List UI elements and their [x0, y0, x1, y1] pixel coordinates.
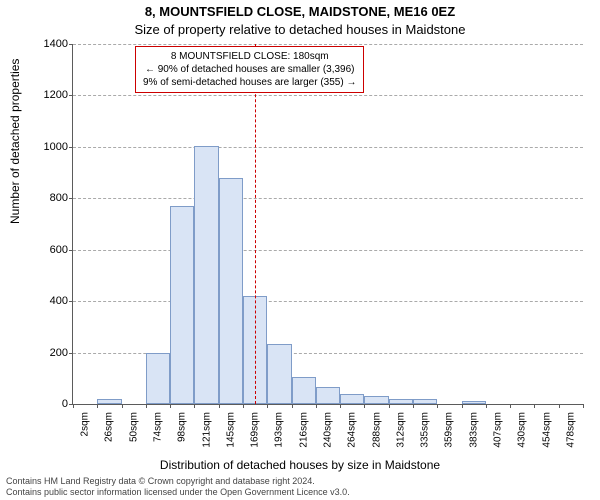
ytick-label: 200	[18, 347, 68, 359]
xtick-mark	[534, 404, 535, 408]
ytick-mark	[69, 198, 73, 199]
histogram-bar	[146, 353, 170, 404]
ytick-label: 400	[18, 295, 68, 307]
xtick-label: 98sqm	[177, 408, 188, 442]
xtick-label: 240sqm	[323, 408, 334, 448]
ytick-mark	[69, 147, 73, 148]
histogram-bar	[316, 387, 340, 404]
xtick-mark	[146, 404, 147, 408]
xtick-label: 121sqm	[201, 408, 212, 448]
xtick-label: 74sqm	[153, 408, 164, 442]
xtick-mark	[389, 404, 390, 408]
xtick-mark	[122, 404, 123, 408]
gridline	[73, 147, 583, 148]
ytick-label: 1000	[18, 141, 68, 153]
xtick-mark	[583, 404, 584, 408]
xtick-mark	[194, 404, 195, 408]
xtick-label: 359sqm	[444, 408, 455, 448]
xtick-mark	[243, 404, 244, 408]
histogram-bar	[292, 377, 316, 404]
histogram-bar	[219, 178, 243, 404]
xtick-label: 169sqm	[250, 408, 261, 448]
chart-subtitle: Size of property relative to detached ho…	[0, 22, 600, 37]
ytick-label: 800	[18, 192, 68, 204]
footer: Contains HM Land Registry data © Crown c…	[6, 476, 594, 498]
histogram-bar	[267, 344, 291, 404]
xtick-mark	[364, 404, 365, 408]
xtick-mark	[316, 404, 317, 408]
histogram-bar	[97, 399, 121, 404]
xtick-mark	[73, 404, 74, 408]
xtick-label: 193sqm	[274, 408, 285, 448]
xtick-mark	[267, 404, 268, 408]
x-axis-label: Distribution of detached houses by size …	[0, 458, 600, 472]
ytick-mark	[69, 301, 73, 302]
xtick-mark	[97, 404, 98, 408]
xtick-mark	[437, 404, 438, 408]
ytick-mark	[69, 250, 73, 251]
xtick-label: 264sqm	[347, 408, 358, 448]
ytick-mark	[69, 95, 73, 96]
xtick-mark	[559, 404, 560, 408]
histogram-bar	[462, 401, 486, 404]
xtick-label: 407sqm	[493, 408, 504, 448]
gridline	[73, 44, 583, 45]
ytick-mark	[69, 353, 73, 354]
ytick-mark	[69, 44, 73, 45]
ytick-label: 600	[18, 244, 68, 256]
xtick-label: 50sqm	[128, 408, 139, 442]
xtick-label: 216sqm	[298, 408, 309, 448]
xtick-mark	[292, 404, 293, 408]
callout-box: 8 MOUNTSFIELD CLOSE: 180sqm ← 90% of det…	[135, 46, 364, 93]
ytick-label: 1400	[18, 38, 68, 50]
callout-line-3: 9% of semi-detached houses are larger (3…	[143, 76, 356, 89]
ytick-label: 1200	[18, 89, 68, 101]
xtick-mark	[510, 404, 511, 408]
xtick-label: 288sqm	[371, 408, 382, 448]
xtick-mark	[219, 404, 220, 408]
reference-line	[255, 44, 256, 404]
xtick-label: 145sqm	[225, 408, 236, 448]
chart-title: 8, MOUNTSFIELD CLOSE, MAIDSTONE, ME16 0E…	[0, 4, 600, 19]
histogram-bar	[364, 396, 388, 404]
xtick-mark	[462, 404, 463, 408]
histogram-bar	[194, 146, 218, 404]
callout-line-1: 8 MOUNTSFIELD CLOSE: 180sqm	[143, 50, 356, 63]
xtick-label: 478sqm	[565, 408, 576, 448]
xtick-label: 430sqm	[517, 408, 528, 448]
histogram-bar	[413, 399, 437, 404]
histogram-bar	[340, 394, 364, 404]
xtick-mark	[170, 404, 171, 408]
xtick-mark	[340, 404, 341, 408]
ytick-label: 0	[18, 398, 68, 410]
callout-line-2: ← 90% of detached houses are smaller (3,…	[143, 63, 356, 76]
xtick-label: 312sqm	[395, 408, 406, 448]
xtick-label: 2sqm	[80, 408, 91, 436]
gridline	[73, 95, 583, 96]
gridline	[73, 250, 583, 251]
plot-area: 2sqm26sqm50sqm74sqm98sqm121sqm145sqm169s…	[72, 44, 583, 405]
histogram-bar	[389, 399, 413, 404]
histogram-bar	[170, 206, 194, 404]
xtick-label: 26sqm	[104, 408, 115, 442]
xtick-label: 335sqm	[420, 408, 431, 448]
xtick-label: 383sqm	[468, 408, 479, 448]
xtick-mark	[486, 404, 487, 408]
gridline	[73, 301, 583, 302]
xtick-mark	[413, 404, 414, 408]
footer-line-1: Contains HM Land Registry data © Crown c…	[6, 476, 594, 487]
footer-line-2: Contains public sector information licen…	[6, 487, 594, 498]
xtick-label: 454sqm	[541, 408, 552, 448]
gridline	[73, 198, 583, 199]
